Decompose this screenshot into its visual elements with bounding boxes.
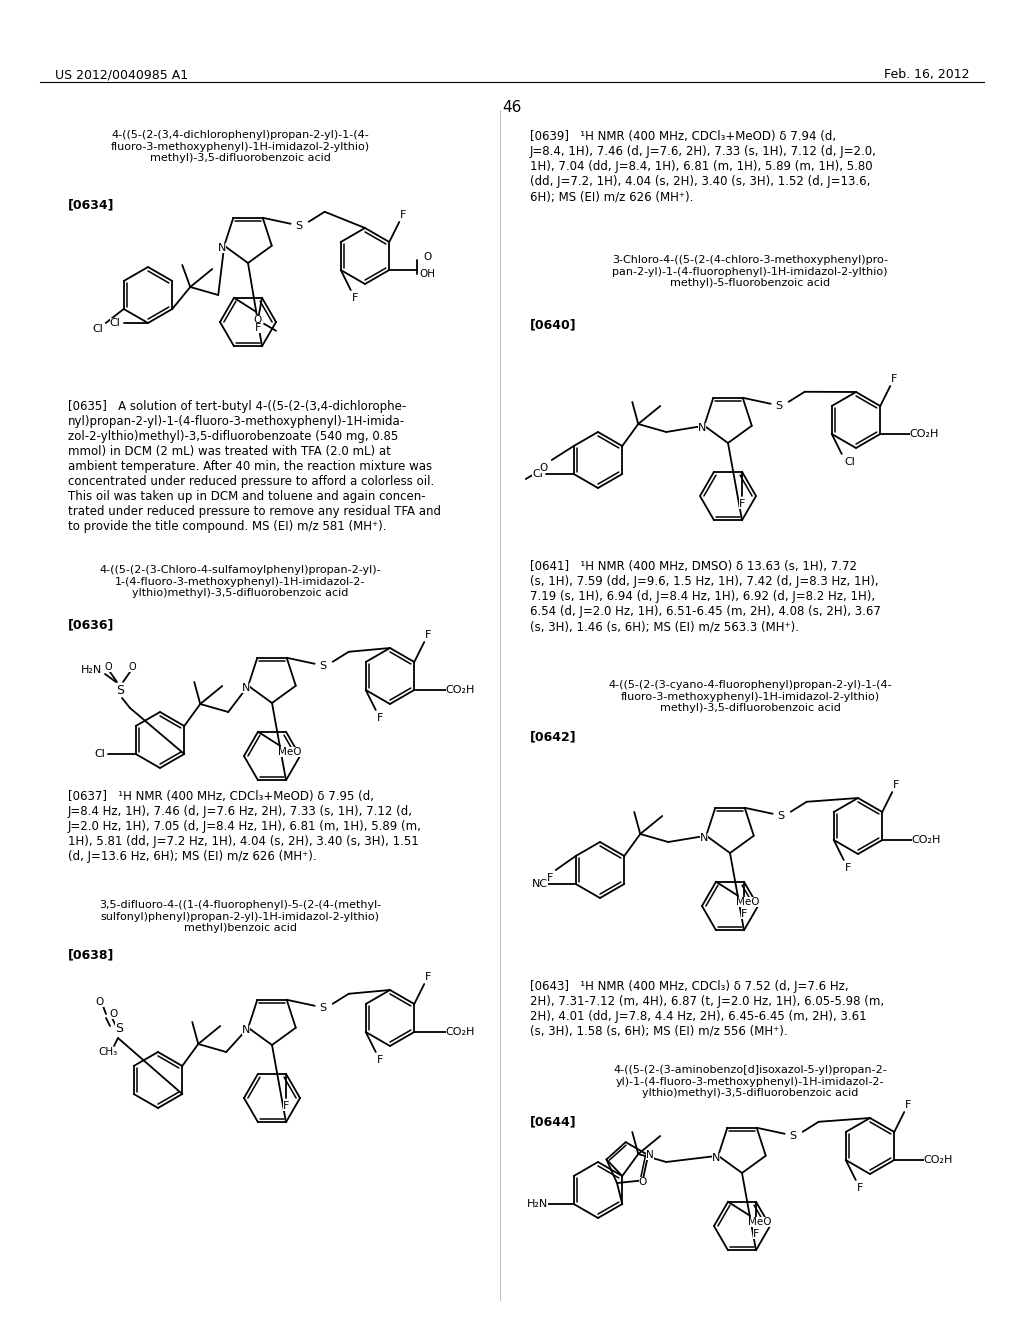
- Text: O: O: [128, 663, 136, 672]
- Text: MeO: MeO: [749, 1217, 772, 1226]
- Text: O: O: [540, 463, 548, 473]
- Text: 4-((5-(2-(3-aminobenzo[d]isoxazol-5-yl)propan-2-
yl)-1-(4-fluoro-3-methoxyphenyl: 4-((5-(2-(3-aminobenzo[d]isoxazol-5-yl)p…: [613, 1065, 887, 1098]
- Text: 4-((5-(2-(3,4-dichlorophenyl)propan-2-yl)-1-(4-
fluoro-3-methoxyphenyl)-1H-imida: 4-((5-(2-(3,4-dichlorophenyl)propan-2-yl…: [111, 129, 370, 164]
- Text: 3-Chloro-4-((5-(2-(4-chloro-3-methoxyphenyl)pro-
pan-2-yl)-1-(4-fluorophenyl)-1H: 3-Chloro-4-((5-(2-(4-chloro-3-methoxyphe…: [612, 255, 888, 288]
- Text: H₂N: H₂N: [81, 665, 102, 675]
- Text: F: F: [738, 499, 745, 508]
- Text: N: N: [698, 422, 707, 433]
- Text: N: N: [242, 682, 251, 693]
- Text: O: O: [639, 1177, 647, 1188]
- Text: O: O: [423, 252, 431, 261]
- Text: F: F: [740, 908, 748, 919]
- Text: N: N: [646, 1150, 654, 1160]
- Text: F: F: [377, 713, 383, 723]
- Text: F: F: [891, 374, 897, 384]
- Text: F: F: [255, 323, 261, 333]
- Text: N: N: [712, 1152, 721, 1163]
- Text: O: O: [104, 663, 112, 672]
- Text: S: S: [319, 661, 327, 671]
- Text: US 2012/0040985 A1: US 2012/0040985 A1: [55, 69, 188, 81]
- Text: Feb. 16, 2012: Feb. 16, 2012: [885, 69, 970, 81]
- Text: H₂N: H₂N: [527, 1199, 549, 1209]
- Text: S: S: [116, 684, 124, 697]
- Text: Cl: Cl: [532, 469, 543, 479]
- Text: [0636]: [0636]: [68, 618, 115, 631]
- Text: CH₃: CH₃: [98, 1047, 118, 1057]
- Text: MeO: MeO: [279, 747, 302, 756]
- Text: S: S: [775, 401, 782, 411]
- Text: F: F: [283, 1101, 289, 1110]
- Text: F: F: [400, 210, 407, 220]
- Text: [0643]   ¹H NMR (400 MHz, CDCl₃) δ 7.52 (d, J=7.6 Hz,
2H), 7.31-7.12 (m, 4H), 6.: [0643] ¹H NMR (400 MHz, CDCl₃) δ 7.52 (d…: [530, 979, 884, 1038]
- Text: F: F: [351, 293, 358, 304]
- Text: [0640]: [0640]: [530, 318, 577, 331]
- Text: 3,5-difluoro-4-((1-(4-fluorophenyl)-5-(2-(4-(methyl-
sulfonyl)phenyl)propan-2-yl: 3,5-difluoro-4-((1-(4-fluorophenyl)-5-(2…: [99, 900, 381, 933]
- Text: CO₂H: CO₂H: [445, 1027, 475, 1038]
- Text: F: F: [425, 972, 431, 982]
- Text: OH: OH: [419, 269, 435, 279]
- Text: F: F: [547, 873, 553, 883]
- Text: NC: NC: [531, 879, 548, 888]
- Text: CO₂H: CO₂H: [924, 1155, 953, 1166]
- Text: [0634]: [0634]: [68, 198, 115, 211]
- Text: O: O: [96, 997, 104, 1007]
- Text: O: O: [254, 314, 262, 325]
- Text: [0641]   ¹H NMR (400 MHz, DMSO) δ 13.63 (s, 1H), 7.72
(s, 1H), 7.59 (dd, J=9.6, : [0641] ¹H NMR (400 MHz, DMSO) δ 13.63 (s…: [530, 560, 881, 634]
- Text: [0638]: [0638]: [68, 948, 115, 961]
- Text: CO₂H: CO₂H: [911, 836, 941, 845]
- Text: Cl: Cl: [110, 318, 121, 327]
- Text: [0639]   ¹H NMR (400 MHz, CDCl₃+MeOD) δ 7.94 (d,
J=8.4, 1H), 7.46 (d, J=7.6, 2H): [0639] ¹H NMR (400 MHz, CDCl₃+MeOD) δ 7.…: [530, 129, 877, 203]
- Text: 4-((5-(2-(3-Chloro-4-sulfamoylphenyl)propan-2-yl)-
1-(4-fluoro-3-methoxyphenyl)-: 4-((5-(2-(3-Chloro-4-sulfamoylphenyl)pro…: [99, 565, 381, 598]
- Text: S: S: [295, 220, 302, 231]
- Text: F: F: [377, 1055, 383, 1065]
- Text: Cl: Cl: [94, 748, 105, 759]
- Text: 4-((5-(2-(3-cyano-4-fluorophenyl)propan-2-yl)-1-(4-
fluoro-3-methoxyphenyl)-1H-i: 4-((5-(2-(3-cyano-4-fluorophenyl)propan-…: [608, 680, 892, 713]
- Text: N: N: [218, 243, 226, 252]
- Text: N: N: [242, 1024, 251, 1035]
- Text: S: S: [115, 1022, 123, 1035]
- Text: [0637]   ¹H NMR (400 MHz, CDCl₃+MeOD) δ 7.95 (d,
J=8.4 Hz, 1H), 7.46 (d, J=7.6 H: [0637] ¹H NMR (400 MHz, CDCl₃+MeOD) δ 7.…: [68, 789, 422, 863]
- Text: S: S: [777, 810, 784, 821]
- Text: [0635]   A solution of tert-butyl 4-((5-(2-(3,4-dichlorophe-
nyl)propan-2-yl)-1-: [0635] A solution of tert-butyl 4-((5-(2…: [68, 400, 441, 533]
- Text: 46: 46: [503, 100, 521, 115]
- Text: CO₂H: CO₂H: [445, 685, 475, 696]
- Text: Cl: Cl: [92, 323, 103, 334]
- Text: CO₂H: CO₂H: [909, 429, 939, 440]
- Text: MeO: MeO: [736, 896, 760, 907]
- Text: F: F: [893, 780, 899, 789]
- Text: [0642]: [0642]: [530, 730, 577, 743]
- Text: O: O: [110, 1008, 118, 1019]
- Text: F: F: [856, 1183, 863, 1193]
- Text: F: F: [425, 630, 431, 640]
- Text: Cl: Cl: [845, 457, 855, 467]
- Text: S: S: [319, 1003, 327, 1012]
- Text: [0644]: [0644]: [530, 1115, 577, 1129]
- Text: F: F: [905, 1100, 911, 1110]
- Text: S: S: [790, 1131, 797, 1140]
- Text: N: N: [700, 833, 709, 842]
- Text: F: F: [753, 1229, 759, 1238]
- Text: F: F: [845, 863, 851, 873]
